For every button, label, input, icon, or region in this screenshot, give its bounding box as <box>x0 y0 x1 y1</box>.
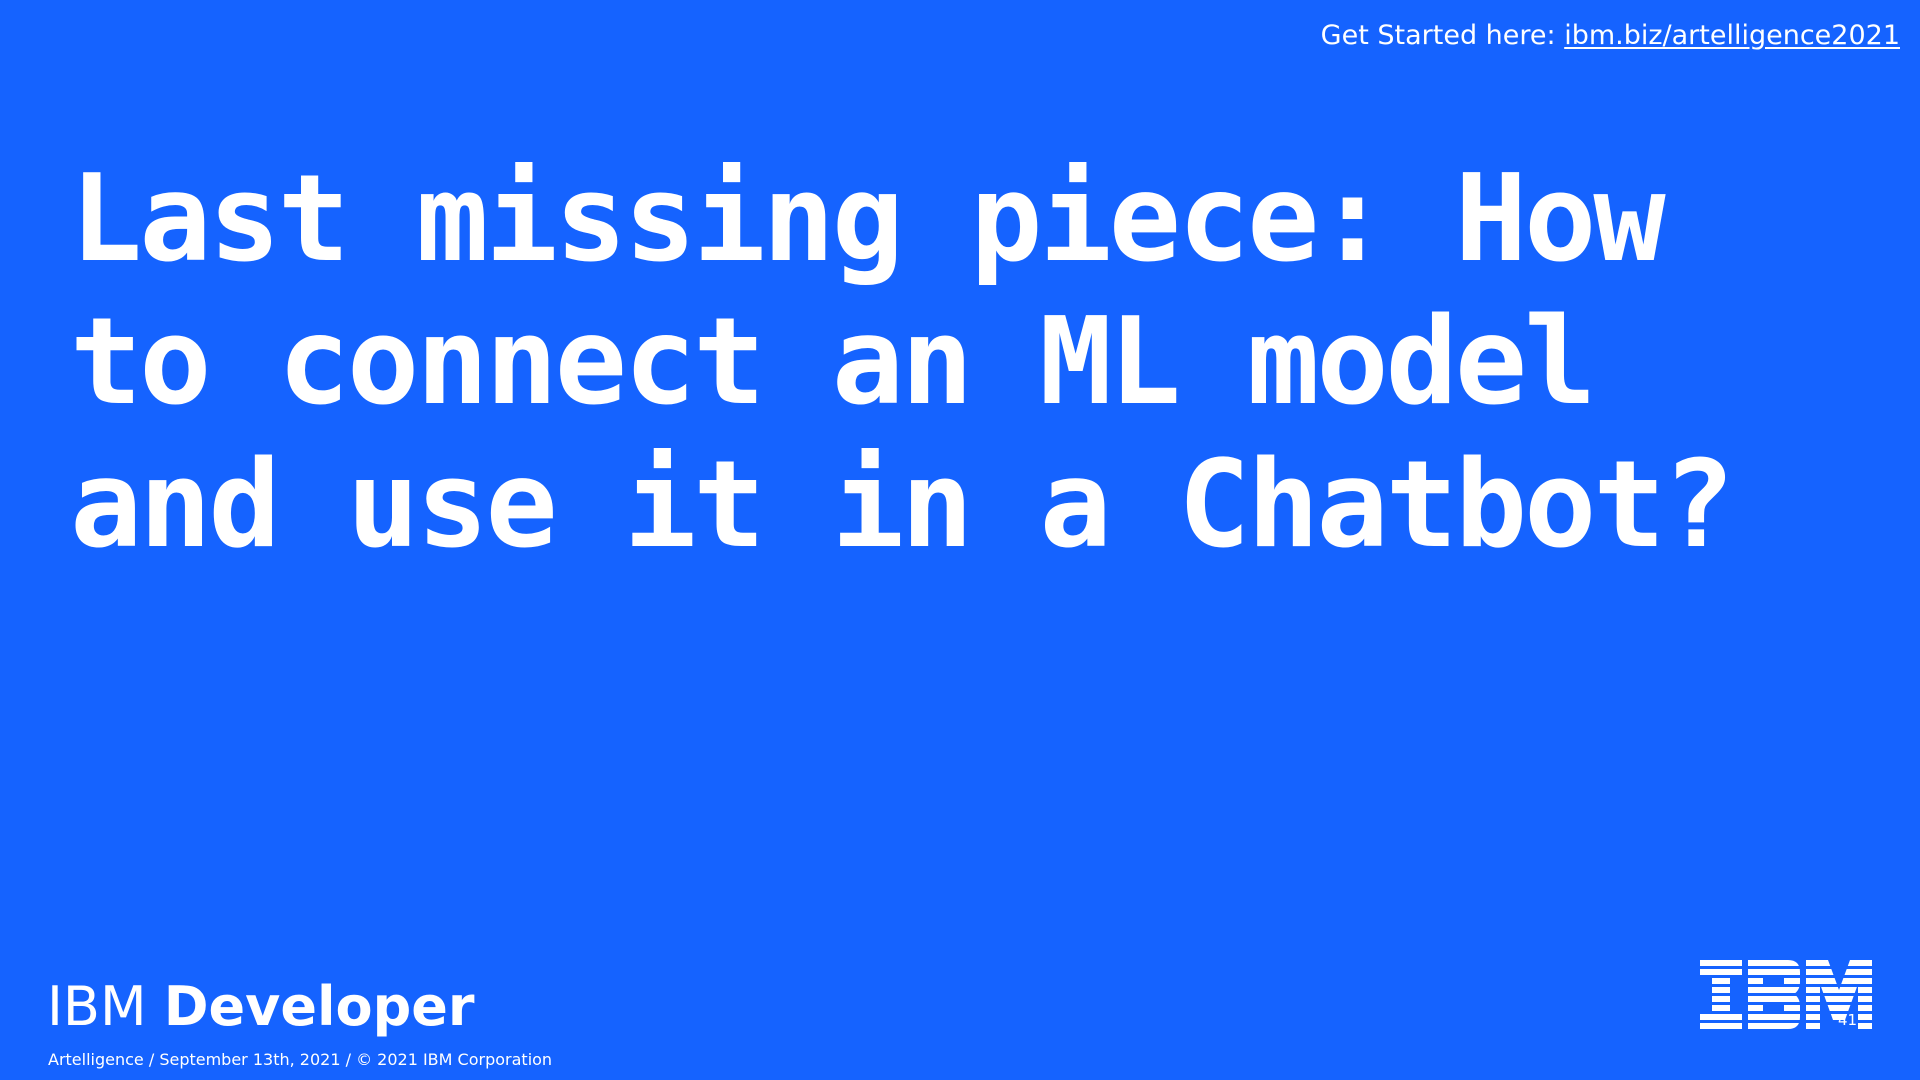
get-started-link[interactable]: ibm.biz/artelligence2021 <box>1564 20 1900 51</box>
brand-ibm-text: IBM <box>47 975 147 1038</box>
ibm-striped-logo-icon <box>1700 960 1872 1029</box>
ibm-logo <box>1700 960 1872 1030</box>
slide-title: Last missing piece: How to connect an ML… <box>70 150 1735 575</box>
get-started-banner: Get Started here: ibm.biz/artelligence20… <box>1321 18 1900 54</box>
get-started-label: Get Started here: <box>1320 20 1565 51</box>
brand-developer-text: Developer <box>163 975 475 1038</box>
ibm-developer-brand: IBM Developer <box>47 975 475 1039</box>
page-number: 41 <box>1838 1011 1858 1029</box>
slide-footer: Artelligence / September 13th, 2021 / © … <box>48 1050 553 1069</box>
